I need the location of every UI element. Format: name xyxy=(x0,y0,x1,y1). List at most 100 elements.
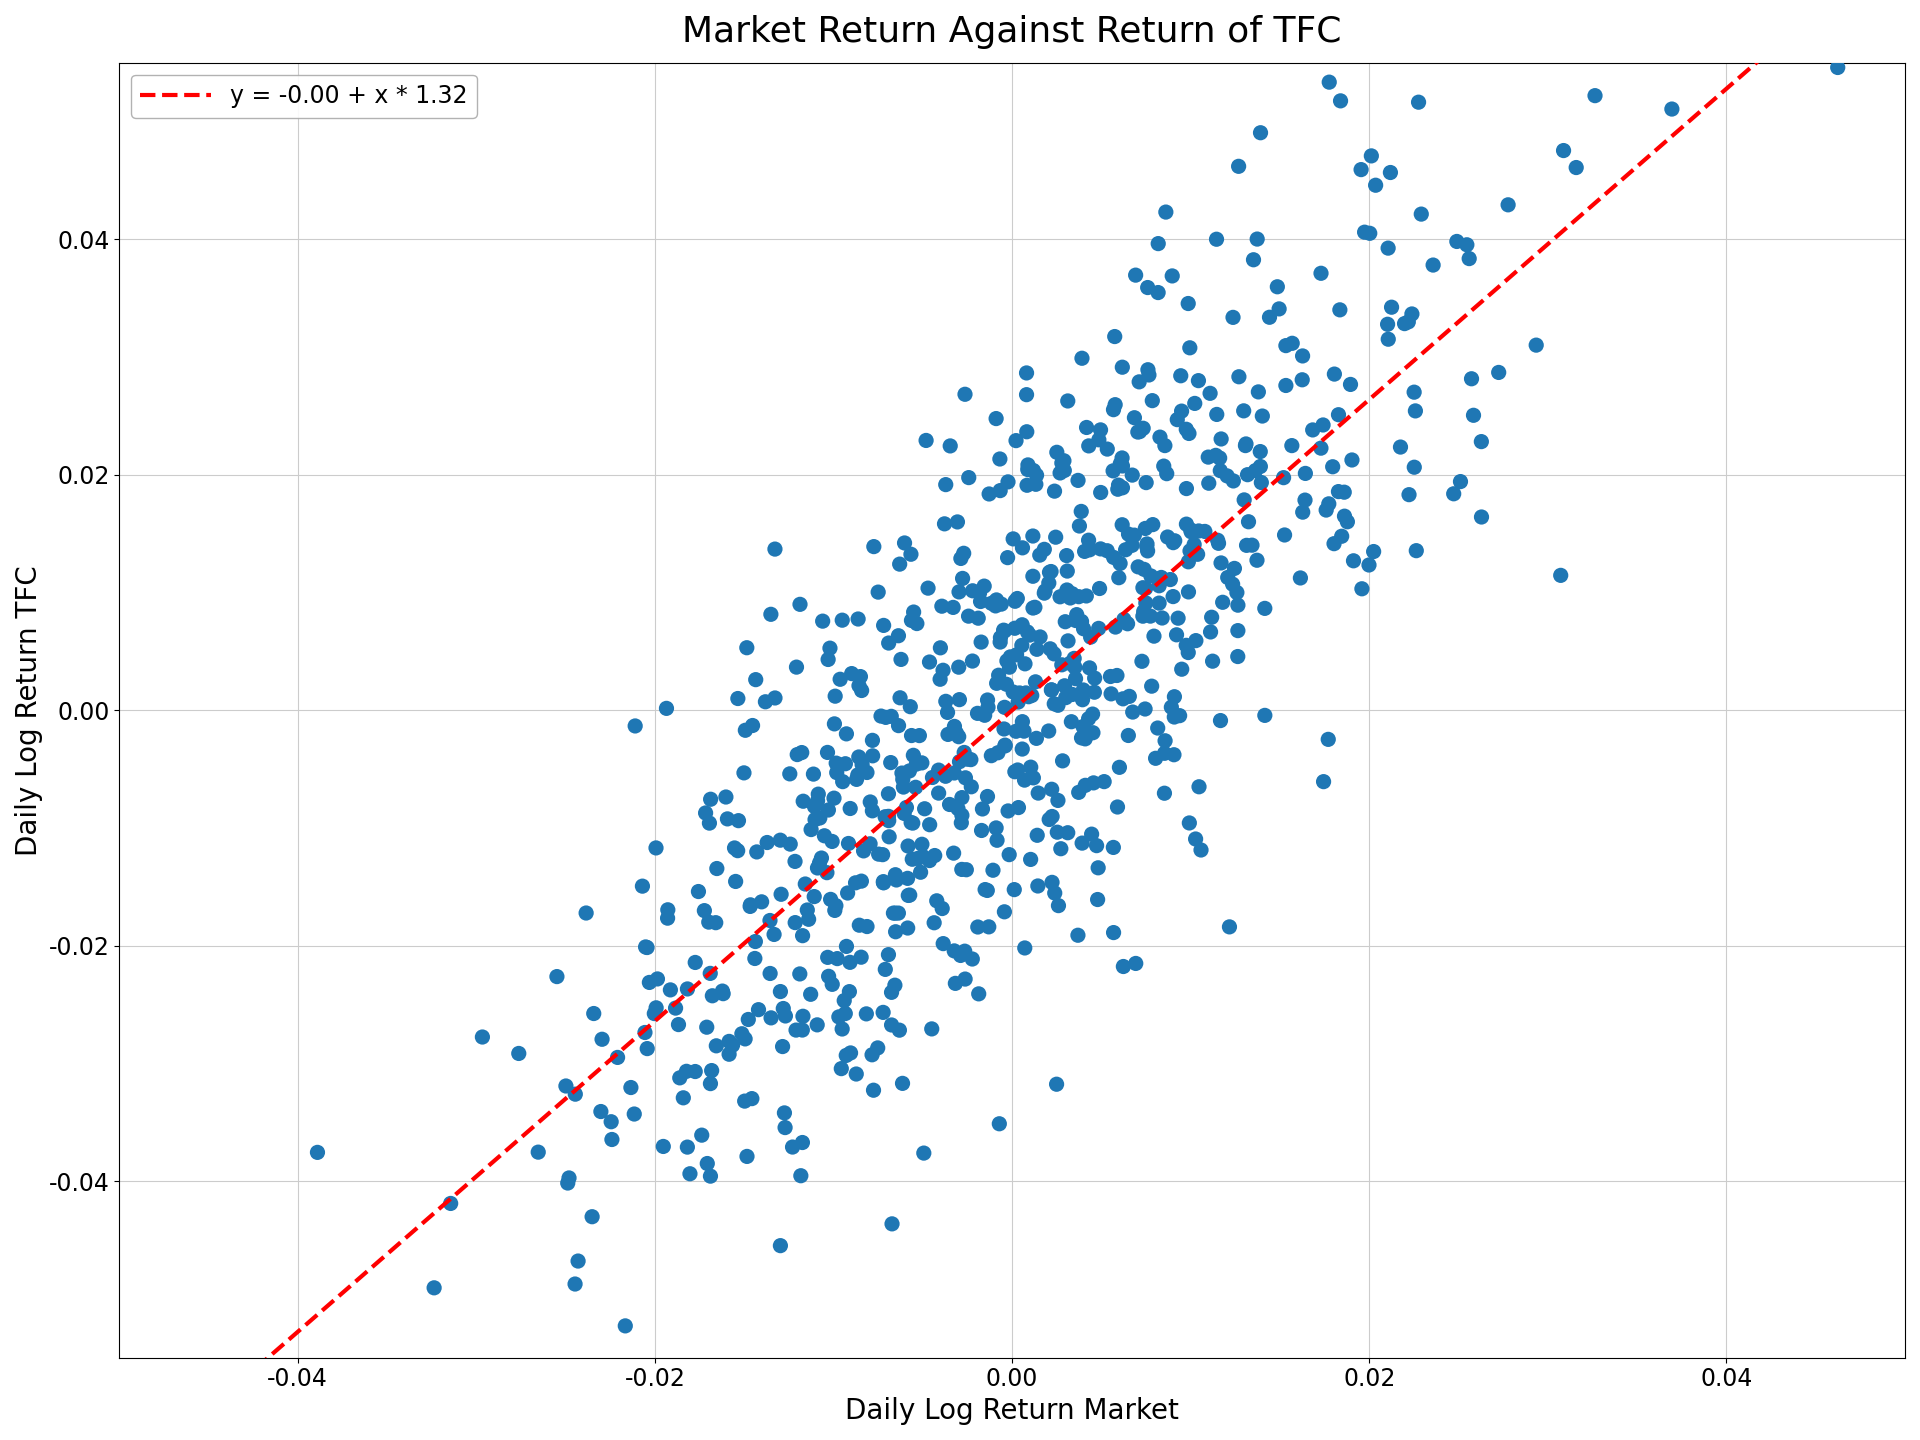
Point xyxy=(1000,760,1031,783)
Point xyxy=(1194,382,1225,405)
Point xyxy=(877,901,908,924)
Point xyxy=(993,546,1023,569)
Point xyxy=(828,609,858,632)
Point xyxy=(1242,380,1273,403)
Point xyxy=(1083,428,1114,451)
Point xyxy=(829,1002,860,1025)
Point xyxy=(553,1172,584,1195)
Point xyxy=(1467,431,1498,454)
Point xyxy=(998,878,1029,901)
Point xyxy=(935,793,966,816)
Point xyxy=(720,837,751,860)
Point xyxy=(467,1025,497,1048)
Point xyxy=(1012,420,1043,444)
Point xyxy=(1077,822,1108,845)
Point xyxy=(714,1030,745,1053)
Point xyxy=(956,948,987,971)
Point xyxy=(910,798,941,821)
Point xyxy=(972,688,1002,711)
Point xyxy=(1123,556,1154,579)
Point xyxy=(822,948,852,971)
Point xyxy=(829,752,860,775)
Point xyxy=(925,636,956,660)
Point xyxy=(1327,524,1357,547)
Point xyxy=(1244,455,1275,478)
Point xyxy=(847,753,877,776)
Point xyxy=(1092,438,1123,461)
Point xyxy=(868,870,899,893)
Point xyxy=(1400,455,1430,478)
Point xyxy=(1012,361,1043,384)
Point xyxy=(1140,747,1171,770)
Point xyxy=(1131,533,1162,556)
Point xyxy=(939,939,970,962)
Point xyxy=(943,580,973,603)
Point xyxy=(1043,789,1073,812)
Point xyxy=(1144,592,1175,615)
Point xyxy=(1066,611,1096,634)
Point xyxy=(1373,236,1404,259)
Point xyxy=(876,704,906,727)
Point xyxy=(1236,534,1267,557)
Point xyxy=(1033,720,1064,743)
Point xyxy=(1217,305,1248,328)
Point xyxy=(1092,539,1123,562)
Point xyxy=(1202,228,1233,251)
Point xyxy=(795,982,826,1005)
Point xyxy=(1171,477,1202,500)
Point xyxy=(680,1060,710,1083)
Point xyxy=(918,766,948,789)
Point xyxy=(1043,694,1073,717)
Point xyxy=(1117,464,1148,487)
Point xyxy=(948,940,979,963)
Point xyxy=(1037,678,1068,701)
Point xyxy=(551,1074,582,1097)
Point xyxy=(1039,881,1069,904)
Point xyxy=(1181,828,1212,851)
Point xyxy=(1453,248,1484,271)
Point xyxy=(833,981,864,1004)
Point xyxy=(868,844,899,867)
Point xyxy=(1098,397,1129,420)
Point xyxy=(806,609,837,632)
Point xyxy=(904,861,935,884)
Point xyxy=(1173,641,1204,664)
Point xyxy=(870,805,900,828)
Point xyxy=(1204,446,1235,469)
Point xyxy=(1098,922,1129,945)
Point xyxy=(1246,471,1277,494)
Point xyxy=(1183,775,1213,798)
Point xyxy=(879,920,910,943)
Point xyxy=(1108,955,1139,978)
Point xyxy=(900,753,931,776)
Point xyxy=(856,729,887,752)
Point xyxy=(908,1142,939,1165)
Point xyxy=(714,1043,745,1066)
Point xyxy=(1375,161,1405,184)
Point xyxy=(1657,98,1688,121)
Point xyxy=(1202,528,1233,552)
Point xyxy=(883,624,914,647)
Point xyxy=(895,759,925,782)
Point xyxy=(1043,894,1073,917)
Point xyxy=(812,799,843,822)
Point xyxy=(1123,420,1154,444)
Point xyxy=(828,1018,858,1041)
Point xyxy=(1121,952,1152,975)
Point xyxy=(730,1090,760,1113)
Point xyxy=(1354,222,1384,245)
Point xyxy=(1521,334,1551,357)
Point xyxy=(1354,553,1384,576)
Point xyxy=(1146,566,1177,589)
Point xyxy=(1064,514,1094,537)
Point xyxy=(958,579,989,602)
Point xyxy=(1233,510,1263,533)
Point xyxy=(1029,537,1060,560)
Point xyxy=(632,1037,662,1060)
Point xyxy=(620,714,651,737)
Point xyxy=(1069,717,1100,740)
Point xyxy=(1336,448,1367,471)
Point xyxy=(1150,742,1181,765)
Point xyxy=(1158,531,1188,554)
Point xyxy=(726,1022,756,1045)
